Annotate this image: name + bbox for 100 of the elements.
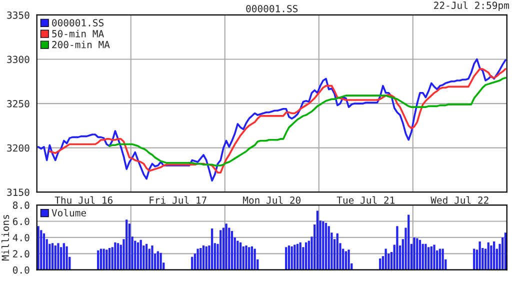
bar	[220, 230, 222, 270]
bar	[438, 248, 442, 270]
bar	[239, 242, 242, 270]
bar	[288, 246, 290, 270]
x-tick-label: Tue Jul 21	[336, 196, 394, 204]
legend-label: Volume	[52, 208, 86, 217]
bar	[42, 233, 46, 270]
bar	[151, 246, 154, 270]
line-series	[37, 58, 506, 182]
bar	[140, 240, 142, 270]
bar	[108, 248, 111, 270]
bar	[228, 228, 230, 270]
bar	[427, 247, 430, 270]
bar	[102, 248, 105, 270]
bar	[51, 243, 54, 270]
bar	[396, 226, 398, 270]
bar	[134, 240, 136, 270]
bar	[424, 244, 427, 270]
bar	[285, 247, 288, 270]
bar	[245, 246, 248, 270]
bar	[222, 228, 225, 270]
bar	[290, 246, 293, 270]
x-tick-label: Wed Jul 22	[430, 196, 488, 204]
bar	[191, 256, 194, 270]
bar	[433, 244, 436, 270]
line-series	[108, 76, 506, 166]
bar	[66, 246, 68, 270]
text: 22-Jul 2:59pm	[434, 1, 509, 11]
y-tick-label: 8.0	[12, 202, 30, 209]
x-tick-label: Fri Jul 17	[150, 196, 206, 204]
bar	[225, 224, 228, 270]
bar	[294, 244, 296, 270]
bar	[379, 258, 382, 270]
bar	[408, 214, 410, 270]
bar	[430, 246, 432, 270]
bar	[316, 210, 319, 270]
bar	[322, 221, 324, 270]
bar	[504, 232, 507, 270]
bar	[473, 248, 476, 270]
bar	[97, 250, 100, 270]
bar	[37, 226, 40, 270]
bar	[296, 244, 299, 270]
bar	[100, 248, 102, 270]
bar	[490, 246, 492, 270]
bar	[324, 222, 328, 270]
bar	[210, 228, 214, 270]
legend-label: 200-min MA	[52, 40, 110, 48]
bar	[116, 243, 120, 270]
bar	[230, 230, 234, 270]
bar	[442, 248, 444, 270]
y-tick-label: 3250	[7, 100, 30, 108]
y-tick-label: 4.0	[12, 234, 30, 242]
y-tick-label: 2.0	[13, 250, 30, 258]
bar	[254, 248, 256, 270]
bar	[160, 252, 162, 270]
bar	[200, 248, 202, 270]
bar	[114, 242, 116, 270]
bar	[492, 242, 496, 270]
bar	[236, 240, 239, 270]
x-tick-label: Mon Jul 20	[243, 196, 301, 204]
y-tick-label: 3350	[7, 11, 30, 19]
bar	[126, 220, 128, 270]
bar	[418, 240, 422, 270]
bar	[304, 242, 308, 270]
bar	[384, 248, 387, 270]
bar	[106, 250, 108, 270]
bar	[128, 224, 131, 270]
legend-label: 000001.SS	[52, 19, 104, 26]
bar	[416, 238, 418, 270]
y-tick-label: 0.0	[12, 266, 30, 274]
bar	[136, 242, 140, 270]
bar	[478, 242, 481, 270]
bar	[62, 243, 65, 270]
y-tick-label: 3300	[7, 56, 30, 64]
bar	[487, 242, 490, 270]
bar	[202, 246, 205, 270]
bar	[328, 226, 330, 270]
bar	[336, 233, 338, 270]
bar	[156, 251, 159, 270]
y-tick-label: 6.0	[12, 218, 30, 226]
bar	[40, 230, 42, 270]
bar	[242, 246, 244, 270]
line-series	[48, 68, 506, 174]
chart-title: 000001.SS	[246, 4, 298, 12]
bar	[348, 250, 350, 270]
bar	[422, 244, 424, 270]
bar	[308, 240, 310, 270]
bar	[54, 246, 56, 270]
y-tick-label: 3150	[7, 188, 30, 196]
x-tick-label: Thu Jul 16	[54, 196, 112, 204]
bar	[299, 242, 302, 270]
bar	[250, 246, 253, 270]
y-axis-title: Millions	[2, 215, 10, 260]
legend-label: 50-min MA	[52, 30, 104, 38]
bar	[248, 247, 250, 270]
bar	[60, 247, 62, 270]
y-tick-label: 3200	[7, 144, 30, 152]
bar	[344, 251, 348, 270]
bar	[57, 243, 60, 270]
bar	[145, 244, 148, 270]
